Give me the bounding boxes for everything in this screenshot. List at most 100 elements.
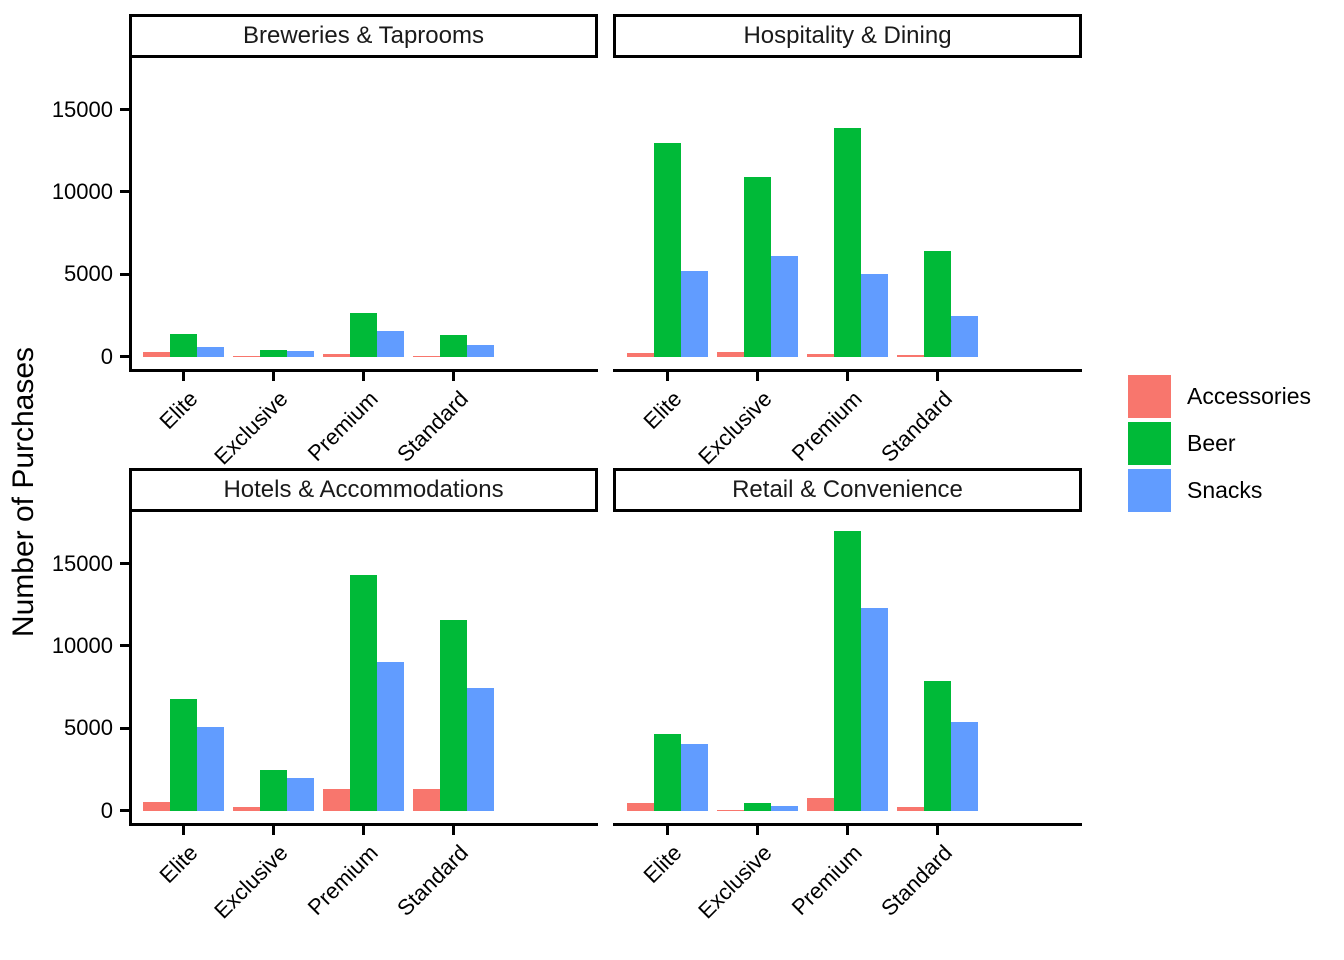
bar-snacks-elite [196, 346, 224, 357]
legend-label: Snacks [1187, 477, 1263, 503]
x-axis-label: Premium [787, 840, 868, 920]
bar-beer-elite [169, 333, 197, 357]
x-axis-label: Premium [303, 386, 384, 466]
y-axis-tick [120, 644, 129, 648]
bar-snacks-premium [861, 608, 889, 811]
facet-title: Breweries & Taprooms [243, 22, 484, 49]
x-axis-label: Standard [876, 386, 958, 467]
x-axis-tick [362, 372, 365, 381]
bar-accessories-elite [626, 353, 654, 357]
bar-snacks-standard [951, 721, 979, 811]
bar-snacks-elite [196, 726, 224, 811]
legend-label: Accessories [1187, 383, 1311, 409]
bar-beer-standard [440, 334, 468, 357]
x-axis-label: Premium [303, 840, 384, 920]
facet-strip: Hospitality & Dining [613, 14, 1082, 58]
x-axis-tick [271, 372, 275, 381]
bar-beer-elite [653, 734, 681, 811]
y-axis-tick-label: 5000 [64, 715, 113, 741]
y-axis-tick [120, 809, 129, 813]
facet-breweries-taprooms: Breweries & Taprooms Elite Exclusive Premi… [52, 14, 598, 469]
bar-snacks-elite [680, 271, 708, 357]
legend-label: Beer [1187, 430, 1236, 456]
bar-beer-standard [924, 251, 952, 357]
bar-snacks-exclusive [286, 350, 314, 357]
bar-accessories-premium [322, 788, 350, 811]
plot-panel: Elite Exclusive Premium Standard 0 5000 10000 1… [52, 58, 598, 469]
bar-snacks-standard [467, 344, 495, 357]
legend-entry-snacks: Snacks [1128, 469, 1311, 512]
bar-accessories-elite [142, 801, 170, 811]
bar-beer-standard [924, 681, 952, 811]
x-axis-tick [665, 372, 669, 381]
x-axis-tick [846, 826, 849, 835]
legend-swatch-beer [1128, 422, 1171, 465]
bar-snacks-exclusive [770, 256, 798, 357]
bar-accessories-exclusive [716, 352, 744, 357]
bar-beer-premium [833, 127, 862, 357]
bar-accessories-standard [413, 355, 441, 357]
y-axis-tick [120, 726, 129, 730]
y-axis-tick-label: 0 [100, 343, 113, 369]
x-axis-label: Standard [876, 840, 958, 921]
x-axis-label: Elite [154, 840, 203, 888]
bar-accessories-premium [322, 354, 350, 357]
plot-panel: Elite Exclusive Premium Standard [613, 512, 1082, 923]
x-axis-line [613, 823, 1082, 826]
x-axis-line [613, 369, 1082, 372]
bar-beer-exclusive [743, 802, 771, 811]
bar-snacks-elite [680, 743, 708, 811]
bar-beer-premium [349, 575, 378, 811]
facet-strip: Breweries & Taprooms [129, 14, 598, 58]
bar-snacks-premium [861, 274, 889, 357]
x-axis-label: Premium [787, 386, 868, 466]
facet-retail-convenience: Retail & Convenience Elite Exclusive Premi… [613, 468, 1082, 923]
legend-entry-beer: Beer [1128, 422, 1311, 465]
facet-title: Hospitality & Dining [743, 22, 952, 49]
x-axis-label: Elite [154, 386, 203, 434]
bar-accessories-standard [897, 806, 925, 811]
y-axis-tick [120, 190, 129, 194]
x-axis-tick [452, 826, 456, 835]
x-axis-tick [181, 372, 185, 381]
x-axis-tick [846, 372, 849, 381]
x-axis-tick [936, 372, 940, 381]
bar-accessories-premium [806, 353, 834, 357]
y-axis-tick-label: 15000 [51, 550, 113, 576]
plot-panel: Elite Exclusive Premium Standard [613, 58, 1082, 469]
y-axis-line [129, 58, 132, 372]
bar-accessories-standard [413, 788, 441, 811]
y-axis-tick [120, 355, 129, 359]
x-axis-label: Elite [638, 386, 687, 434]
x-axis-tick [271, 826, 275, 835]
bar-accessories-exclusive [232, 806, 260, 811]
x-axis-tick [755, 372, 759, 381]
bar-snacks-standard [467, 687, 495, 811]
plot-panel: Elite Exclusive Premium Standard 0 5000 10000 1… [52, 512, 598, 923]
facet-title: Hotels & Accommodations [223, 476, 504, 503]
bar-beer-elite [169, 698, 197, 811]
x-axis-tick [665, 826, 669, 835]
y-axis-tick [120, 272, 129, 276]
bar-snacks-exclusive [286, 777, 314, 811]
bar-accessories-elite [626, 802, 654, 811]
facet-strip: Hotels & Accommodations [129, 468, 598, 512]
facet-hotels-accommodations: Hotels & Accommodations Elite Exclusive Pr… [52, 468, 598, 923]
x-axis-label: Standard [392, 840, 474, 921]
bar-snacks-exclusive [770, 805, 798, 811]
bar-beer-exclusive [743, 177, 771, 357]
bar-accessories-exclusive [232, 355, 260, 357]
x-axis-label: Standard [392, 386, 474, 467]
y-axis-title: Number of Purchases [7, 346, 40, 638]
x-axis-label: Exclusive [693, 386, 777, 470]
bar-beer-premium [349, 312, 378, 357]
x-axis-tick [936, 826, 940, 835]
x-axis-label: Elite [638, 840, 687, 888]
bar-beer-standard [440, 619, 468, 811]
bar-accessories-premium [806, 798, 834, 811]
y-axis-line [129, 512, 132, 826]
legend-entry-accessories: Accessories [1128, 375, 1311, 418]
y-axis-tick [120, 108, 129, 112]
bar-beer-exclusive [259, 770, 287, 811]
bar-snacks-premium [377, 662, 405, 811]
